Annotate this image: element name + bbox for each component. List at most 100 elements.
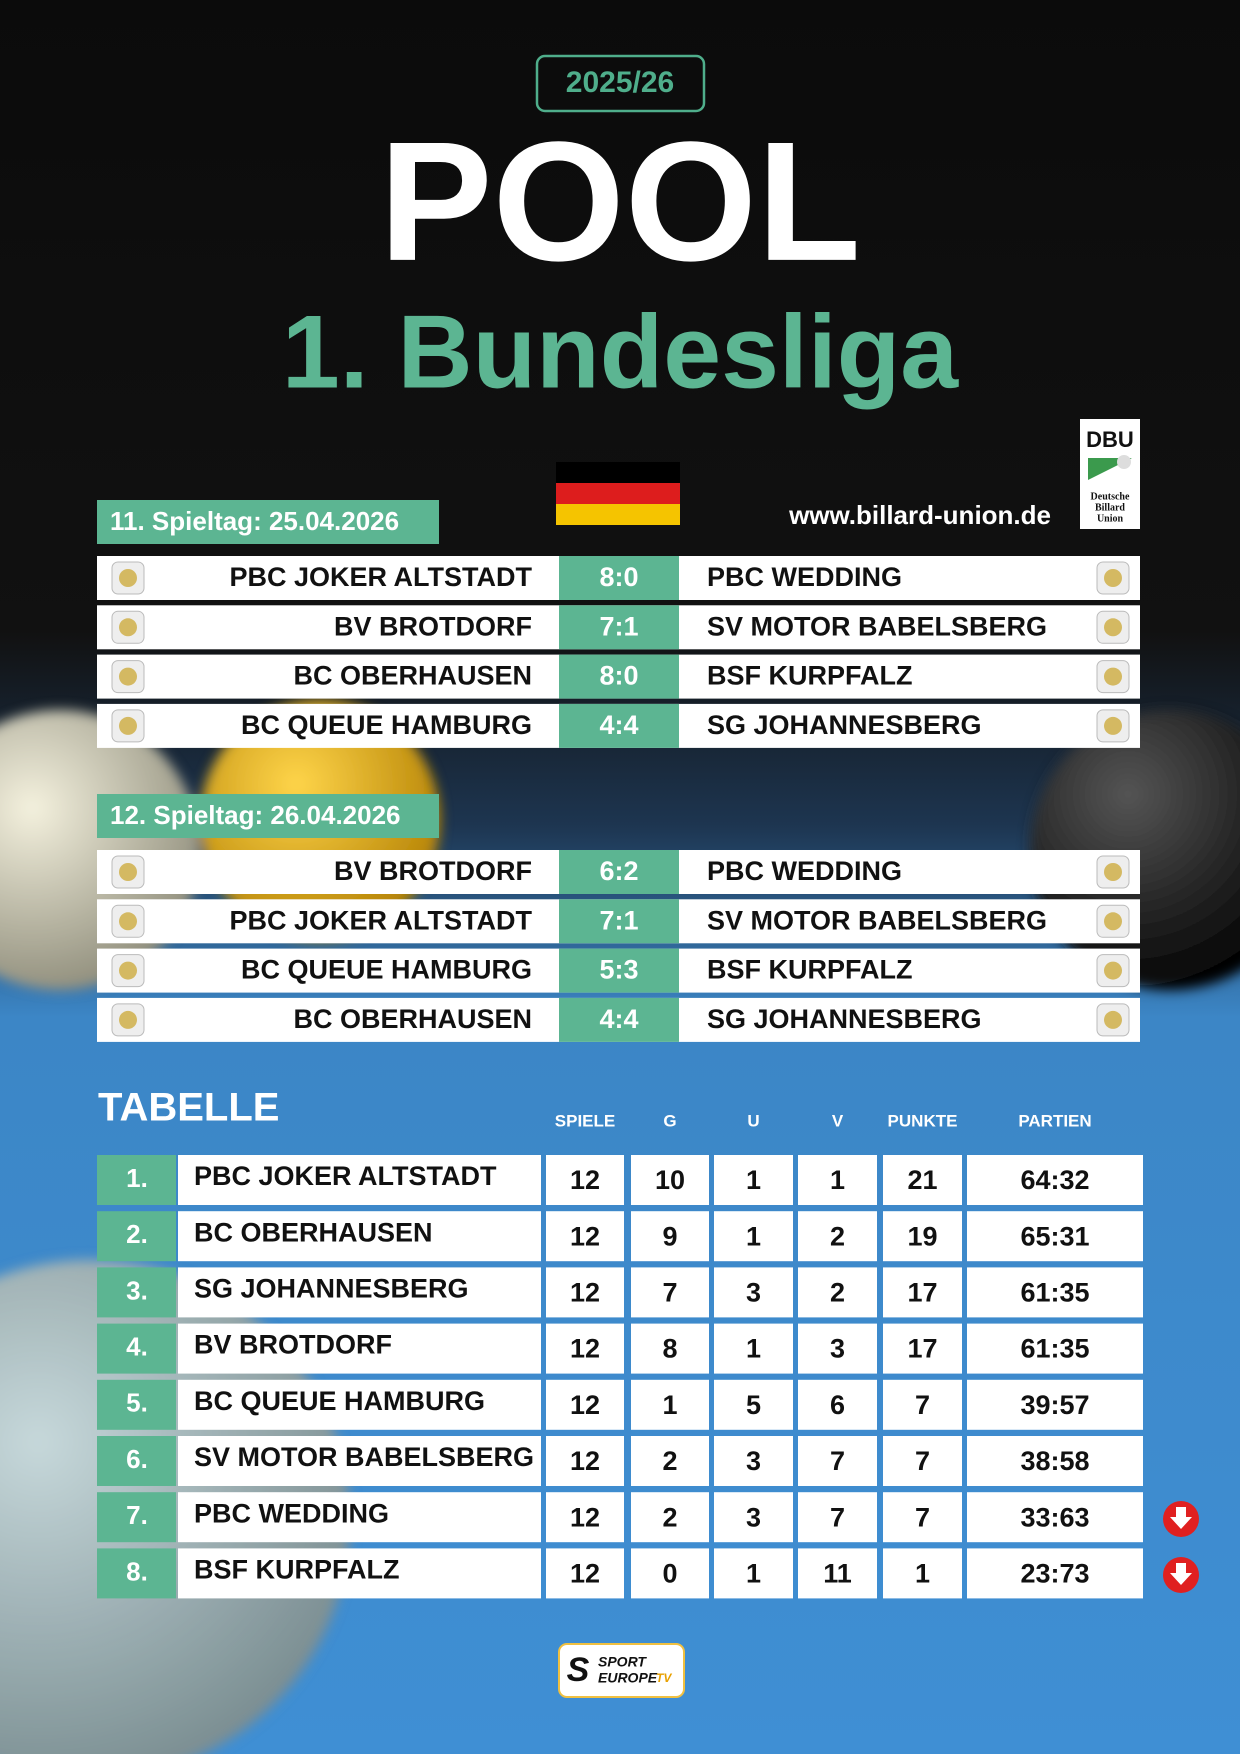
home-team: PBC JOKER ALTSTADT: [230, 562, 533, 592]
stat-cell: [798, 1379, 877, 1430]
stat-value: 3: [746, 1502, 761, 1532]
stat-cell: [714, 1155, 793, 1205]
stat-cell: [883, 1323, 962, 1374]
stat-cell: [546, 1492, 624, 1543]
column-header: PUNKTE: [888, 1111, 958, 1130]
stat-value: 11: [823, 1559, 852, 1589]
stat-value: 1: [662, 1390, 677, 1420]
dbu-name: Union: [1097, 513, 1124, 524]
subtitle: 1. Bundesliga: [282, 294, 959, 410]
team-logo: [1104, 667, 1122, 686]
stat-value: 5: [746, 1390, 761, 1420]
stat-value: 9: [662, 1221, 677, 1251]
team-name: SG JOHANNESBERG: [194, 1274, 469, 1304]
title: POOL: [379, 107, 861, 297]
stat-value: 64:32: [1020, 1165, 1089, 1195]
team-logo: [119, 569, 137, 587]
rank-cell: [97, 1436, 176, 1486]
score: 8:0: [599, 562, 638, 592]
team-logo: [1104, 1010, 1122, 1029]
german-flag: [556, 462, 680, 525]
stat-cell: [714, 1492, 793, 1543]
score: 4:4: [599, 710, 638, 740]
stat-cell: [631, 1379, 709, 1430]
rank-cell: [97, 1323, 176, 1374]
stat-value: 17: [907, 1334, 937, 1364]
team-cell: [178, 1155, 541, 1205]
score: 4:4: [599, 1004, 638, 1034]
column-header: SPIELE: [555, 1111, 615, 1130]
stat-cell: [546, 1436, 624, 1486]
home-team: PBC JOKER ALTSTADT: [230, 905, 533, 935]
season-box: [535, 54, 706, 113]
stat-value: 33:63: [1020, 1502, 1089, 1532]
score-box: [559, 899, 679, 944]
dbu-logo: DBU Deutsche Billard Union: [1080, 419, 1140, 529]
away-team: SG JOHANNESBERG: [707, 710, 982, 740]
stat-cell: [883, 1155, 962, 1205]
team-logo: [1104, 863, 1122, 881]
stat-value: 38:58: [1020, 1446, 1089, 1476]
stat-value: 1: [746, 1165, 761, 1195]
stat-cell: [798, 1267, 877, 1318]
stat-value: 12: [570, 1446, 600, 1476]
away-team: BSF KURPFALZ: [707, 955, 913, 985]
rank: 4.: [126, 1331, 148, 1361]
stat-value: 17: [907, 1278, 937, 1308]
stat-value: 2: [662, 1502, 677, 1532]
rank: 6.: [126, 1444, 148, 1474]
rank-cell: [97, 1379, 176, 1430]
stat-value: 23:73: [1020, 1559, 1089, 1589]
rank-cell: [97, 1492, 176, 1543]
stat-cell: [631, 1323, 709, 1374]
stat-cell: [883, 1267, 962, 1318]
score-box: [559, 948, 679, 993]
matchday-label: 11. Spieltag: 25.04.2026: [110, 506, 399, 536]
stat-cell: [967, 1267, 1143, 1318]
team-cell: [178, 1267, 541, 1318]
dbu-name: Deutsche: [1091, 491, 1130, 502]
score-box: [559, 605, 679, 650]
stat-value: 1: [746, 1559, 761, 1589]
team-name: PBC WEDDING: [194, 1498, 389, 1528]
away-team: PBC WEDDING: [707, 562, 902, 592]
away-team: SG JOHANNESBERG: [707, 1004, 982, 1034]
stat-value: 2: [830, 1278, 845, 1308]
matchday-label: 12. Spieltag: 26.04.2026: [110, 800, 401, 830]
stat-value: 10: [655, 1165, 685, 1195]
stat-value: 3: [746, 1278, 761, 1308]
column-header: PARTIEN: [1018, 1111, 1091, 1130]
stat-value: 1: [746, 1221, 761, 1251]
rank: 5.: [126, 1388, 148, 1418]
score-box: [559, 703, 679, 748]
stat-value: 19: [907, 1221, 937, 1251]
stat-cell: [546, 1548, 624, 1599]
stat-value: 7: [830, 1502, 845, 1532]
stat-value: 12: [570, 1221, 600, 1251]
away-team: SV MOTOR BABELSBERG: [707, 611, 1047, 641]
matchday-label-box: [97, 500, 439, 544]
stat-value: 6: [830, 1390, 845, 1420]
rank-cell: [97, 1548, 176, 1599]
stat-cell: [546, 1323, 624, 1374]
score: 5:3: [599, 955, 638, 985]
stat-cell: [714, 1379, 793, 1430]
stat-cell: [798, 1548, 877, 1599]
relegation-icon: [1163, 1557, 1199, 1593]
team-logo: [1104, 618, 1122, 637]
stat-cell: [967, 1379, 1143, 1430]
stat-value: 12: [570, 1334, 600, 1364]
footer-logo-text: SPORT: [598, 1654, 647, 1670]
website: www.billard-union.de: [788, 500, 1051, 530]
stat-value: 61:35: [1020, 1278, 1089, 1308]
stat-value: 7: [830, 1446, 845, 1476]
table-title: TABELLE: [98, 1086, 279, 1130]
stat-value: 1: [830, 1165, 845, 1195]
team-name: PBC JOKER ALTSTADT: [194, 1161, 497, 1191]
stat-value: 1: [746, 1334, 761, 1364]
stat-cell: [967, 1211, 1143, 1262]
score-box: [559, 654, 679, 699]
team-logo: [1104, 912, 1122, 931]
rank-cell: [97, 1155, 176, 1205]
